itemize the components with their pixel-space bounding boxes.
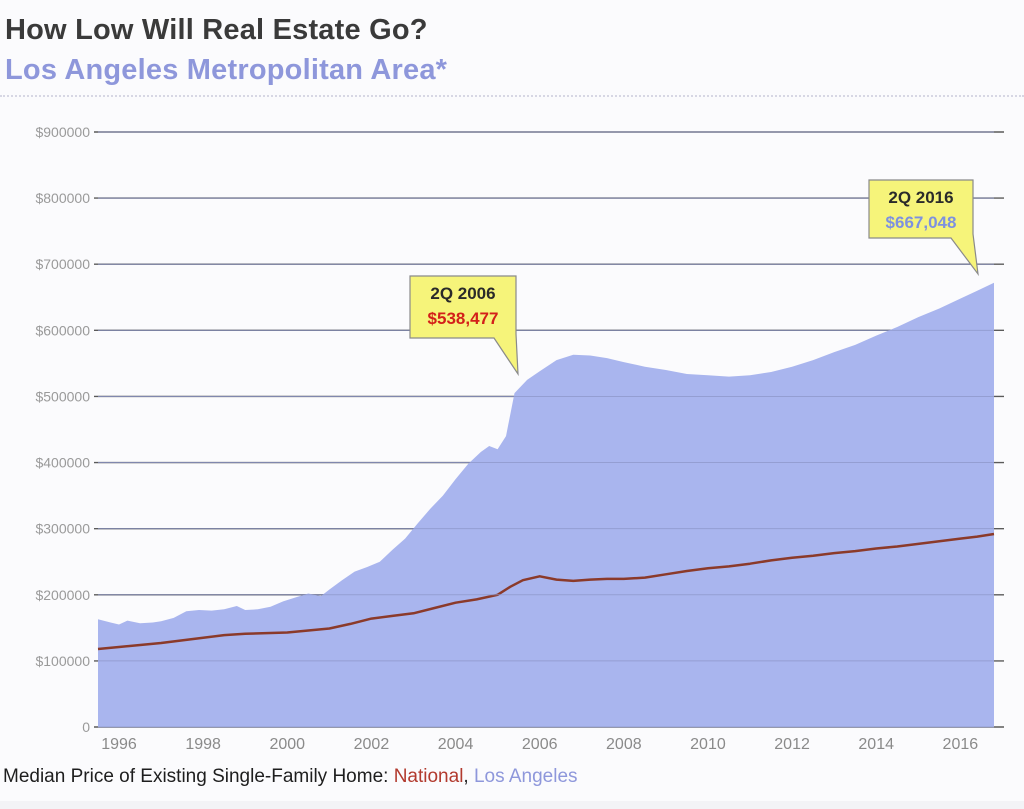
- y-tick-label: $200000: [35, 587, 90, 603]
- annotation-label: 2Q 2016: [888, 188, 953, 207]
- caption-los-angeles-legend: Los Angeles: [473, 766, 578, 787]
- y-tick-label: $500000: [35, 388, 90, 404]
- footnote-strip: [0, 801, 1024, 809]
- chart-title: How Low Will Real Estate Go?: [5, 14, 428, 46]
- annotation-box: [409, 275, 519, 377]
- annotation-label: 2Q 2006: [430, 284, 495, 303]
- y-tick-label: $300000: [35, 521, 90, 537]
- x-tick-label: 1998: [185, 736, 221, 753]
- x-tick-label: 2006: [522, 736, 558, 753]
- x-tick-label: 2004: [438, 736, 474, 753]
- los-angeles-area-layer: [98, 282, 994, 727]
- annotation-callout: 2Q 2006 $538,477: [409, 275, 519, 377]
- annotations: 2Q 2006 $538,477 2Q 2016 $667,048: [409, 179, 979, 377]
- y-tick-label: $100000: [35, 653, 90, 669]
- y-tick-label: $600000: [35, 322, 90, 338]
- annotation-value: $538,477: [428, 309, 499, 328]
- x-tick-label: 2014: [858, 736, 894, 753]
- caption-separator: ,: [463, 766, 474, 787]
- x-tick-label: 2010: [690, 736, 726, 753]
- caption-national-legend: National: [393, 766, 464, 787]
- caption-prefix: Median Price of Existing Single-Family H…: [3, 766, 394, 787]
- x-tick-label: 1996: [101, 736, 137, 753]
- x-tick-label: 2012: [774, 736, 810, 753]
- national-line-layer: [97, 532, 995, 651]
- header-divider: [0, 95, 1024, 97]
- chart-subtitle: Los Angeles Metropolitan Area*: [5, 54, 448, 86]
- y-tick-label: $400000: [35, 455, 90, 471]
- x-tick-labels: 1996 1998 2000 2002 2004 2006 2008 2010 2012 2014…: [101, 736, 978, 753]
- annotation-value: $667,048: [886, 213, 957, 232]
- x-tick-label: 2016: [943, 736, 979, 753]
- x-tick-label: 2008: [606, 736, 642, 753]
- chart-caption: Median Price of Existing Single-Family H…: [3, 766, 578, 788]
- annotation-box: [868, 179, 979, 277]
- y-tick-label: $700000: [35, 256, 90, 272]
- los-angeles-area: [98, 282, 994, 727]
- x-tick-label: 2002: [354, 736, 390, 753]
- x-tick-label: 2000: [269, 736, 305, 753]
- national-line: [97, 532, 995, 651]
- y-tick-label: $800000: [35, 190, 90, 206]
- y-tick-labels: 0 $100000 $200000 $300000 $400000 $500000 $600…: [35, 124, 90, 735]
- gridlines-overlay: [98, 131, 994, 728]
- price-area-chart: 0 $100000 $200000 $300000 $400000 $500000 $600…: [35, 124, 1004, 753]
- y-tick-label: 0: [82, 719, 90, 735]
- annotation-callout: 2Q 2016 $667,048: [868, 179, 979, 277]
- y-tick-label: $900000: [35, 124, 90, 140]
